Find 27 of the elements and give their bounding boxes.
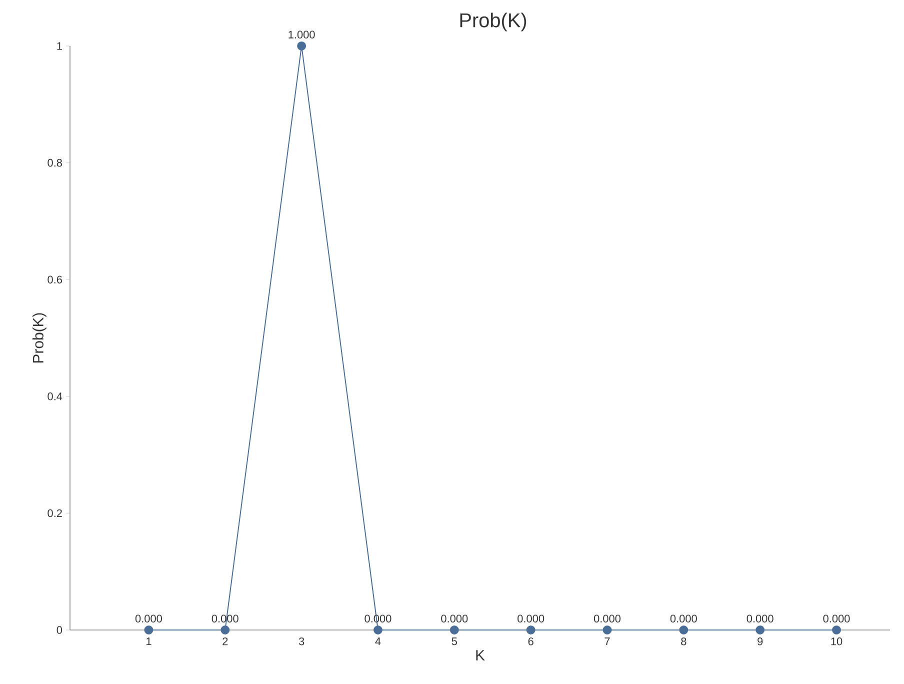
x-tick-label: 9: [758, 638, 763, 646]
x-tick-label: 6: [528, 638, 534, 646]
data-label: 0.000: [594, 614, 621, 622]
y-tick-label: 0.2: [48, 509, 62, 518]
data-label: 0.000: [441, 614, 468, 622]
data-label: 0.000: [823, 614, 850, 622]
x-tick-label: 3: [298, 638, 304, 646]
x-axis-title: K: [476, 650, 485, 660]
chart-title: Prob(K): [460, 12, 526, 32]
y-tick-label: 0.8: [48, 158, 62, 167]
y-tick-label: 0: [56, 626, 62, 634]
data-label: 0.000: [135, 614, 162, 622]
x-tick-label: 1: [146, 638, 152, 646]
x-tick-label: 4: [375, 638, 381, 646]
x-tick-label: 5: [452, 638, 457, 646]
y-tick-label: 0.4: [48, 392, 62, 400]
x-tick-label: 7: [604, 638, 610, 646]
data-label: 1.000: [288, 30, 315, 38]
y-axis-title: Prob(K): [32, 313, 46, 363]
x-tick-label: 8: [681, 638, 686, 646]
data-label: 0.000: [670, 614, 697, 622]
x-tick-label: 2: [222, 638, 228, 646]
data-label: 0.000: [746, 614, 774, 622]
data-label: 0.000: [518, 614, 544, 622]
y-tick-label: 1: [57, 42, 62, 50]
y-tick-label: 0.6: [48, 276, 62, 284]
x-tick-label: 10: [831, 638, 842, 646]
